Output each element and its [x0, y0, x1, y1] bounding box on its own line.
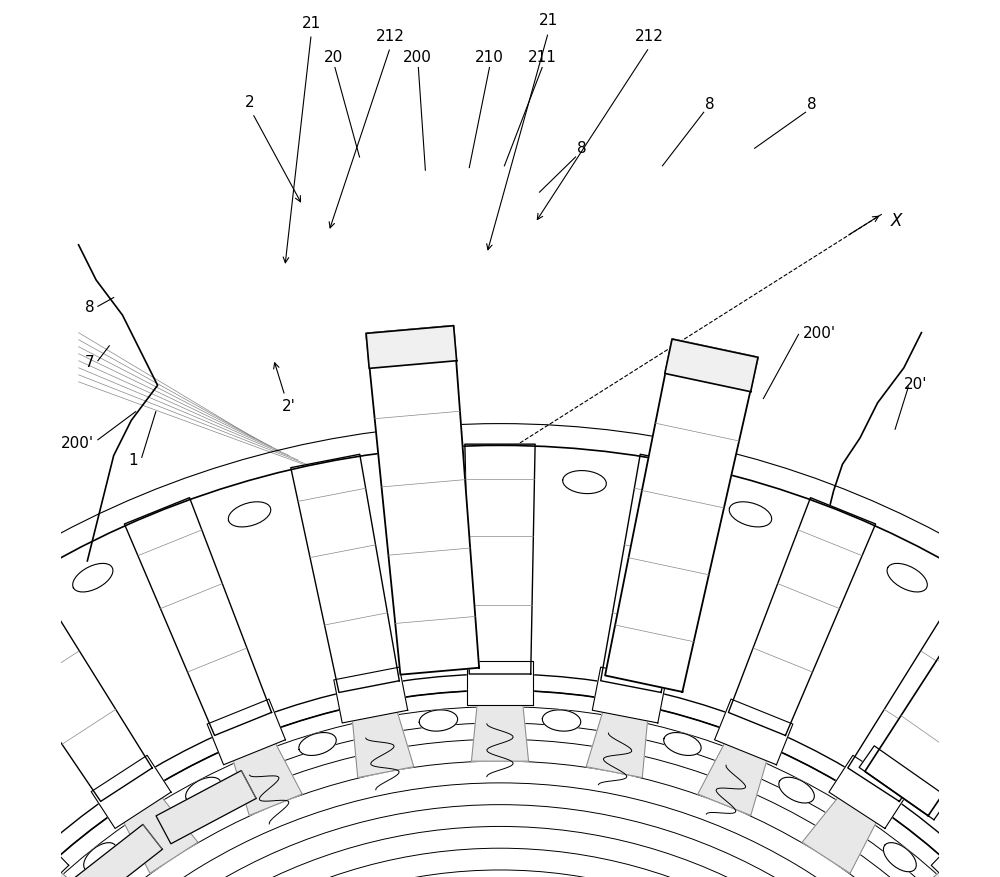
Polygon shape: [120, 791, 198, 873]
Polygon shape: [605, 339, 758, 692]
Polygon shape: [542, 710, 581, 731]
Polygon shape: [865, 493, 1000, 816]
Polygon shape: [829, 755, 909, 829]
Polygon shape: [954, 677, 1000, 877]
Polygon shape: [228, 503, 271, 527]
Polygon shape: [352, 704, 414, 778]
Polygon shape: [23, 867, 105, 877]
Polygon shape: [156, 771, 256, 844]
Polygon shape: [729, 503, 772, 527]
Text: 211: 211: [528, 50, 557, 65]
Polygon shape: [299, 732, 336, 756]
Text: 8: 8: [807, 96, 817, 111]
Polygon shape: [0, 834, 69, 877]
Polygon shape: [366, 326, 479, 675]
Polygon shape: [73, 564, 113, 592]
Text: 1: 1: [129, 453, 138, 468]
Polygon shape: [586, 704, 648, 778]
Text: 200': 200': [61, 435, 94, 451]
Polygon shape: [291, 455, 399, 693]
Polygon shape: [698, 736, 769, 816]
Text: 8: 8: [577, 141, 587, 156]
Polygon shape: [895, 867, 977, 877]
Text: 20': 20': [904, 376, 927, 392]
Polygon shape: [84, 843, 117, 872]
Text: 21: 21: [302, 16, 321, 31]
Polygon shape: [207, 699, 285, 765]
Polygon shape: [779, 777, 814, 803]
Polygon shape: [91, 755, 171, 829]
Polygon shape: [802, 791, 880, 873]
Text: 2': 2': [282, 399, 296, 414]
Polygon shape: [334, 667, 408, 724]
Polygon shape: [859, 746, 949, 820]
Polygon shape: [664, 732, 701, 756]
Polygon shape: [124, 498, 272, 736]
Text: 8: 8: [85, 299, 94, 315]
Text: 212: 212: [376, 29, 405, 44]
Polygon shape: [67, 824, 162, 877]
Polygon shape: [186, 777, 221, 803]
Text: 210: 210: [475, 50, 504, 65]
Polygon shape: [848, 573, 1000, 802]
Polygon shape: [467, 661, 533, 705]
Text: 212: 212: [635, 29, 664, 44]
Polygon shape: [601, 455, 709, 693]
Text: 2: 2: [245, 95, 255, 110]
Polygon shape: [471, 696, 529, 761]
Polygon shape: [563, 471, 606, 494]
Polygon shape: [728, 498, 876, 736]
Polygon shape: [592, 667, 666, 724]
Polygon shape: [665, 339, 758, 392]
Polygon shape: [419, 710, 458, 731]
Text: 7: 7: [85, 354, 94, 370]
Text: 20: 20: [324, 50, 343, 65]
Text: 200: 200: [403, 50, 432, 65]
Polygon shape: [0, 677, 46, 877]
Polygon shape: [715, 699, 793, 765]
Text: 8: 8: [705, 96, 715, 111]
Polygon shape: [465, 445, 535, 674]
Polygon shape: [231, 736, 302, 816]
Text: X: X: [891, 212, 902, 230]
Text: 21: 21: [539, 13, 558, 28]
Polygon shape: [366, 326, 457, 369]
Polygon shape: [931, 834, 1000, 877]
Polygon shape: [887, 564, 927, 592]
Polygon shape: [0, 573, 152, 802]
Text: 200': 200': [803, 325, 836, 341]
Polygon shape: [394, 471, 437, 494]
Polygon shape: [883, 843, 916, 872]
